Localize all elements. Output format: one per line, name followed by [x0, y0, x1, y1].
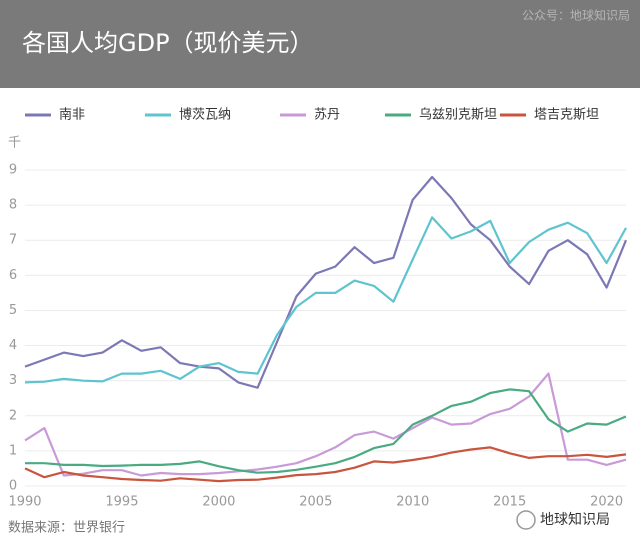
series-line	[25, 388, 627, 474]
logo: 地球知识局	[540, 511, 610, 528]
watermark: 公众号：地球知识局	[522, 9, 630, 23]
y-tick-label: 3	[9, 373, 17, 388]
source: 数据来源：世界银行	[8, 521, 125, 536]
x-tick-label: 2010	[396, 495, 429, 510]
logo-icon	[516, 510, 536, 530]
y-tick-label: 8	[9, 198, 17, 213]
legend-label: 南非	[59, 107, 85, 123]
y-tick-label: 0	[9, 479, 17, 494]
series-line	[24, 446, 627, 483]
y-tick-label: 6	[9, 268, 17, 283]
legend-label: 塔吉克斯坦	[534, 108, 599, 123]
series-line	[24, 175, 628, 389]
x-tick-label: 2015	[493, 495, 526, 510]
y-tick-label: 9	[9, 163, 17, 178]
y-tick-label: 5	[9, 303, 17, 318]
legend-label: 苏丹	[314, 107, 340, 123]
header-bar	[0, 0, 640, 88]
legend-label: 乌兹别克斯坦	[419, 107, 497, 123]
series-line	[24, 216, 627, 384]
x-tick-label: 1995	[105, 495, 138, 510]
x-tick-label: 1990	[8, 495, 41, 510]
x-tick-label: 2005	[299, 495, 332, 510]
series-line	[24, 372, 627, 477]
y-unit: 千	[8, 136, 21, 151]
y-tick-label: 1	[9, 443, 17, 458]
y-tick-label: 2	[9, 408, 17, 423]
y-tick-label: 7	[9, 233, 17, 248]
chart-title: 各国人均GDP（现价美元）	[22, 29, 314, 57]
x-tick-label: 2020	[590, 495, 623, 510]
y-tick-label: 4	[9, 338, 17, 353]
legend-label: 博茨瓦纳	[179, 108, 231, 123]
x-tick-label: 2000	[202, 495, 235, 510]
